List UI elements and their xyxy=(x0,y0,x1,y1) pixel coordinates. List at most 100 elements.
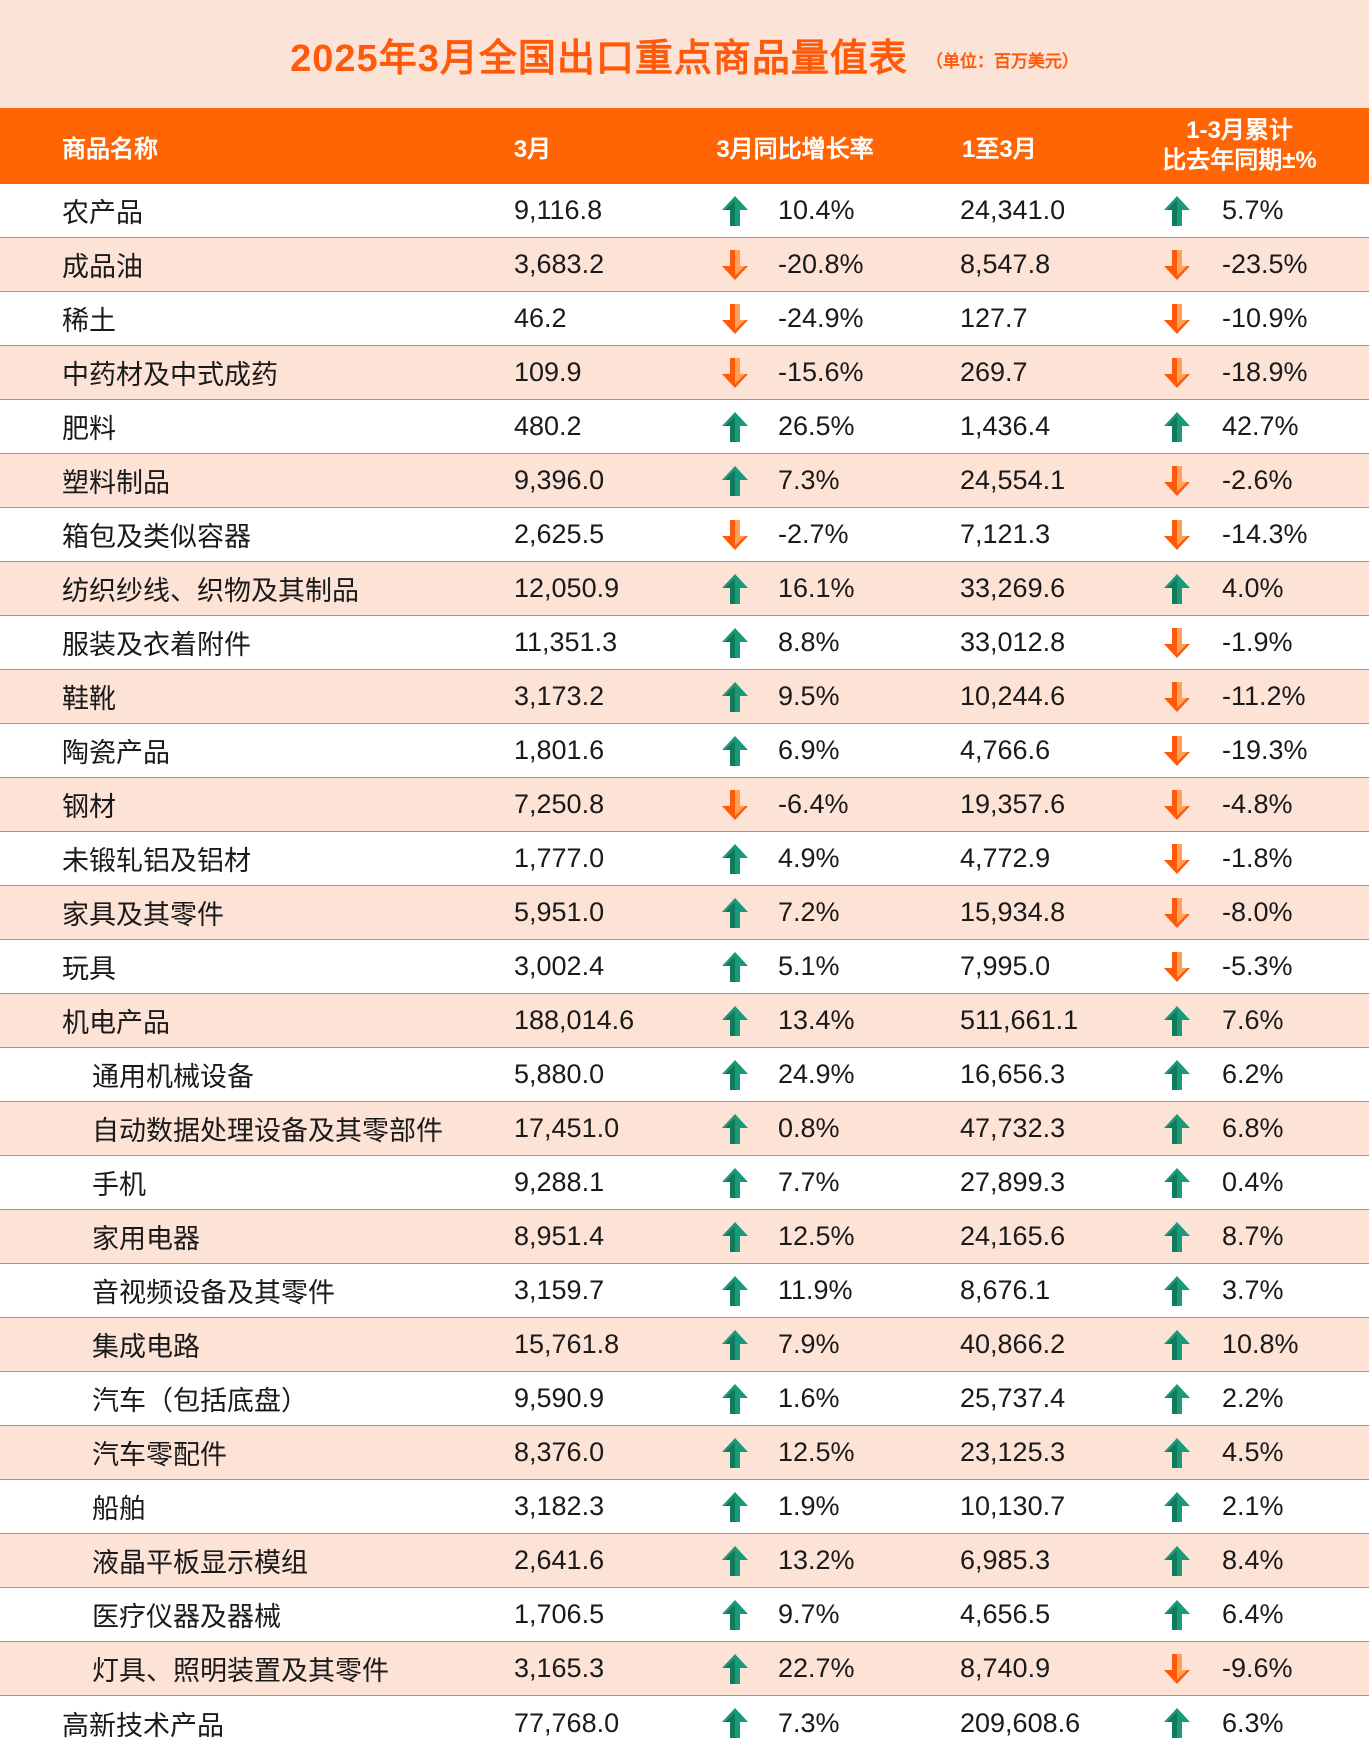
cumulative-change-value: 2.1% xyxy=(1222,1491,1284,1521)
yoy-growth-value: 7.3% xyxy=(778,1707,840,1738)
march-value: 2,625.5 xyxy=(514,519,605,549)
product-name: 医疗仪器及器械 xyxy=(92,1602,281,1632)
table-row: 服装及衣着附件 11,351.3 8.8% 33,012.8 -1.9% xyxy=(0,616,1369,670)
up-arrow-icon xyxy=(721,1599,778,1631)
ytd-value: 4,772.9 xyxy=(960,843,1051,873)
up-arrow-icon xyxy=(721,1437,778,1469)
yoy-growth-value: 13.4% xyxy=(778,1005,855,1035)
march-value: 15,761.8 xyxy=(514,1329,620,1359)
up-arrow-icon xyxy=(721,1707,778,1739)
up-arrow-icon xyxy=(1163,1221,1222,1253)
up-arrow-icon xyxy=(721,1113,778,1145)
cumulative-change-value: 5.7% xyxy=(1222,195,1284,225)
march-value: 480.2 xyxy=(514,411,582,441)
cumulative-change-value: 0.4% xyxy=(1222,1167,1284,1197)
product-name: 玩具 xyxy=(62,954,116,984)
cumulative-change-value: -1.8% xyxy=(1222,843,1293,873)
table-row: 纺织纱线、织物及其制品 12,050.9 16.1% 33,269.6 4.0% xyxy=(0,562,1369,616)
up-arrow-icon xyxy=(721,627,778,659)
table-row: 家具及其零件 5,951.0 7.2% 15,934.8 -8.0% xyxy=(0,886,1369,940)
cumulative-change-value: 42.7% xyxy=(1222,411,1299,441)
unit-label: （单位：百万美元） xyxy=(925,51,1079,71)
cumulative-change-value: 3.7% xyxy=(1222,1275,1284,1305)
table-row: 陶瓷产品 1,801.6 6.9% 4,766.6 -19.3% xyxy=(0,724,1369,778)
up-arrow-icon xyxy=(1163,411,1222,443)
down-arrow-icon xyxy=(1163,681,1222,713)
ytd-value: 47,732.3 xyxy=(960,1113,1066,1143)
cumulative-change-value: 8.7% xyxy=(1222,1221,1284,1251)
up-arrow-icon xyxy=(721,1005,778,1037)
table-row: 高新技术产品 77,768.0 7.3% 209,608.6 6.3% xyxy=(0,1696,1369,1750)
march-value: 1,706.5 xyxy=(514,1599,605,1629)
ytd-value: 16,656.3 xyxy=(960,1059,1066,1089)
yoy-growth-value: 9.7% xyxy=(778,1599,840,1629)
up-arrow-icon xyxy=(721,465,778,497)
up-arrow-icon xyxy=(721,573,778,605)
cumulative-change-value: -9.6% xyxy=(1222,1653,1293,1683)
ytd-value: 24,165.6 xyxy=(960,1221,1066,1251)
down-arrow-icon xyxy=(1163,249,1222,281)
ytd-value: 10,244.6 xyxy=(960,681,1066,711)
table-row: 箱包及类似容器 2,625.5 -2.7% 7,121.3 -14.3% xyxy=(0,508,1369,562)
yoy-growth-value: 6.9% xyxy=(778,735,840,765)
yoy-growth-value: 7.3% xyxy=(778,465,840,495)
down-arrow-icon xyxy=(1163,897,1222,929)
march-value: 1,777.0 xyxy=(514,843,605,873)
up-arrow-icon xyxy=(1163,195,1222,227)
cumulative-change-value: 4.0% xyxy=(1222,573,1284,603)
ytd-value: 40,866.2 xyxy=(960,1329,1066,1359)
yoy-growth-value: 1.6% xyxy=(778,1383,840,1413)
ytd-value: 25,737.4 xyxy=(960,1383,1066,1413)
yoy-growth-value: 4.9% xyxy=(778,843,840,873)
product-name: 汽车零配件 xyxy=(92,1440,227,1470)
up-arrow-icon xyxy=(721,1221,778,1253)
table-row: 鞋靴 3,173.2 9.5% 10,244.6 -11.2% xyxy=(0,670,1369,724)
table-row: 家用电器 8,951.4 12.5% 24,165.6 8.7% xyxy=(0,1210,1369,1264)
march-value: 109.9 xyxy=(514,357,582,387)
march-value: 11,351.3 xyxy=(514,627,618,657)
march-value: 9,396.0 xyxy=(514,465,605,495)
march-value: 8,951.4 xyxy=(514,1221,605,1251)
down-arrow-icon xyxy=(721,249,778,281)
march-value: 188,014.6 xyxy=(514,1005,635,1035)
up-arrow-icon xyxy=(721,1167,778,1199)
up-arrow-icon xyxy=(1163,1545,1222,1577)
up-arrow-icon xyxy=(1163,1167,1222,1199)
down-arrow-icon xyxy=(721,519,778,551)
down-arrow-icon xyxy=(721,357,778,389)
product-name: 机电产品 xyxy=(62,1008,170,1038)
ytd-value: 33,269.6 xyxy=(960,573,1066,603)
table-row: 医疗仪器及器械 1,706.5 9.7% 4,656.5 6.4% xyxy=(0,1588,1369,1642)
header-cumulative-line2: 比去年同期±% xyxy=(1162,147,1317,174)
yoy-growth-value: -15.6% xyxy=(778,357,864,387)
ytd-value: 7,121.3 xyxy=(960,519,1051,549)
up-arrow-icon xyxy=(721,681,778,713)
march-value: 5,880.0 xyxy=(514,1059,605,1089)
up-arrow-icon xyxy=(1163,1599,1222,1631)
ytd-value: 7,995.0 xyxy=(960,951,1051,981)
yoy-growth-value: 7.9% xyxy=(778,1329,840,1359)
ytd-value: 23,125.3 xyxy=(960,1437,1066,1467)
cumulative-change-value: 6.4% xyxy=(1222,1599,1284,1629)
down-arrow-icon xyxy=(1163,303,1222,335)
yoy-growth-value: 26.5% xyxy=(778,411,855,441)
march-value: 3,683.2 xyxy=(514,249,605,279)
up-arrow-icon xyxy=(1163,1275,1222,1307)
header-ytd: 1至3月 xyxy=(962,135,1037,163)
down-arrow-icon xyxy=(1163,519,1222,551)
product-name: 汽车（包括底盘） xyxy=(92,1386,308,1416)
page-title: 2025年3月全国出口重点商品量值表 xyxy=(290,37,908,80)
ytd-value: 24,554.1 xyxy=(960,465,1066,495)
table-row: 通用机械设备 5,880.0 24.9% 16,656.3 6.2% xyxy=(0,1048,1369,1102)
up-arrow-icon xyxy=(1163,1707,1222,1739)
cumulative-change-value: -2.6% xyxy=(1222,465,1293,495)
product-name: 塑料制品 xyxy=(62,468,170,498)
march-value: 3,182.3 xyxy=(514,1491,605,1521)
header-yoy: 3月同比增长率 xyxy=(716,135,874,163)
product-name: 音视频设备及其零件 xyxy=(92,1278,335,1308)
product-name: 陶瓷产品 xyxy=(62,738,170,768)
product-name: 成品油 xyxy=(62,252,143,282)
table-row: 中药材及中式成药 109.9 -15.6% 269.7 -18.9% xyxy=(0,346,1369,400)
ytd-value: 8,547.8 xyxy=(960,249,1051,279)
product-name: 鞋靴 xyxy=(62,684,116,714)
